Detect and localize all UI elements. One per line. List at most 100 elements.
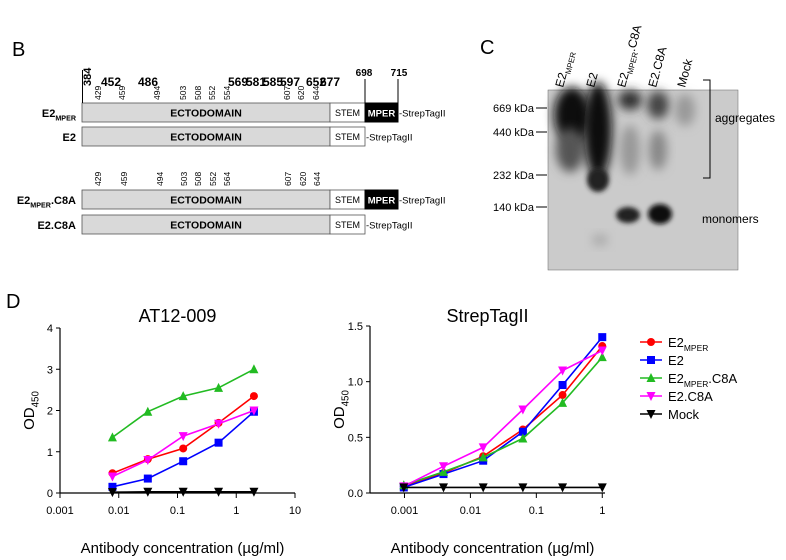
lane-label: E2MPER.C8A	[614, 23, 647, 89]
data-point	[249, 487, 259, 497]
y-tick-label: 1.5	[348, 321, 363, 333]
construct-name-part: .C8A	[51, 195, 76, 207]
gel-image	[547, 82, 739, 271]
data-point	[179, 444, 188, 453]
data-point	[597, 352, 607, 362]
residue-number: 607	[283, 172, 293, 186]
residue-number: 698	[356, 68, 373, 79]
data-point	[438, 466, 448, 476]
chart-title: AT12-009	[139, 306, 217, 326]
legend-label-part: E2.C8A	[668, 389, 713, 404]
x-tick-label: 0.001	[391, 505, 419, 517]
residue-number: 569	[228, 75, 248, 89]
data-point	[399, 483, 409, 493]
data-point	[518, 427, 527, 436]
x-axis-label: Antibody concentration (µg/ml)	[81, 540, 285, 557]
data-point	[478, 452, 488, 462]
x-tick-label: 0.01	[108, 505, 129, 517]
residue-number: 486	[138, 75, 158, 89]
marker-label: 140 kDa	[493, 202, 535, 214]
data-point	[178, 487, 188, 497]
x-axis-label: Antibody concentration (µg/ml)	[391, 540, 595, 557]
legend-label-part: Mock	[668, 407, 700, 422]
data-point	[478, 483, 488, 493]
lane-label: Mock	[674, 56, 695, 88]
x-tick-label: 0.01	[460, 505, 481, 517]
legend-label: Mock	[668, 407, 700, 422]
data-point	[438, 483, 448, 493]
mper-label: MPER	[368, 109, 396, 120]
data-point	[143, 456, 153, 465]
residue-number: 503	[178, 86, 188, 100]
residue-number: 503	[179, 172, 189, 186]
legend-label-part: MPER	[684, 379, 708, 389]
residue-number: 508	[193, 172, 203, 186]
y-axis-label-part: OD	[21, 407, 38, 430]
marker-label: 669 kDa	[493, 103, 535, 115]
data-point	[597, 483, 607, 493]
data-point	[558, 397, 568, 407]
ectodomain-label: ECTODOMAIN	[170, 195, 242, 207]
x-tick-label: 0.1	[529, 505, 544, 517]
residue-number: 384	[82, 67, 94, 86]
data-point	[143, 406, 153, 416]
lane-label-part: E2	[614, 71, 631, 89]
lane-label-part: .C8A	[624, 23, 644, 52]
mper-label: MPER	[368, 196, 396, 207]
data-point	[518, 483, 528, 493]
legend-label: E2	[668, 353, 684, 368]
y-axis-label: OD450	[21, 391, 42, 430]
legend-label: E2.C8A	[668, 389, 713, 404]
residue-number: 459	[119, 172, 129, 186]
series-line	[403, 336, 603, 489]
data-point	[143, 474, 152, 483]
lane-label-part: E2	[552, 71, 569, 89]
stem-box	[329, 214, 366, 235]
legend-label: E2MPER.C8A	[668, 371, 738, 389]
y-axis-label: OD450	[331, 390, 352, 429]
chart-title: StrepTagII	[446, 306, 528, 326]
data-point	[178, 432, 188, 442]
construct-name-part: MPER	[30, 201, 51, 209]
data-point	[107, 472, 117, 482]
ectodomain-label: ECTODOMAIN	[170, 108, 242, 120]
lane-label: E2MPER	[552, 49, 578, 90]
y-axis-label-part: 450	[31, 391, 42, 408]
series-line	[403, 345, 603, 488]
legend-label-part: MPER	[684, 343, 708, 353]
data-point	[597, 346, 607, 356]
stem-label: STEM	[335, 108, 360, 118]
residue-number: 494	[155, 172, 165, 186]
data-point	[214, 419, 224, 429]
stem-label: STEM	[335, 220, 360, 230]
data-point	[646, 373, 656, 382]
data-point	[107, 432, 117, 442]
y-axis-label-part: 450	[341, 390, 352, 407]
residue-number: 652	[306, 75, 326, 89]
legend-label: E2MPER	[668, 335, 708, 353]
series-line	[403, 349, 603, 488]
stem-label: STEM	[335, 132, 360, 142]
mper-box	[364, 189, 399, 210]
ectodomain-label: ECTODOMAIN	[170, 220, 242, 232]
stem-label: STEM	[335, 195, 360, 205]
data-point	[249, 406, 259, 416]
x-tick-label: 10	[289, 505, 301, 517]
lane-label-part: Mock	[674, 56, 695, 88]
residue-number: 644	[311, 86, 321, 100]
annotation: monomers	[702, 212, 759, 226]
y-axis-label-part: OD	[331, 406, 348, 429]
data-point	[518, 405, 528, 415]
lane-label-part: E2.C8A	[645, 45, 669, 89]
tag-label: -StrepTagII	[366, 221, 412, 232]
y-tick-label: 0	[47, 488, 53, 500]
data-point	[558, 366, 568, 376]
lane-label: E2.C8A	[645, 45, 669, 89]
residue-number: 597	[280, 75, 300, 89]
residue-number: 715	[391, 68, 408, 79]
residue-number: 607	[282, 86, 292, 100]
y-tick-label: 0.5	[348, 432, 363, 444]
construct-name-part: E2.C8A	[37, 220, 76, 232]
construct-name: E2MPER.C8A	[17, 195, 76, 209]
construct-name-part: E2	[63, 132, 76, 144]
